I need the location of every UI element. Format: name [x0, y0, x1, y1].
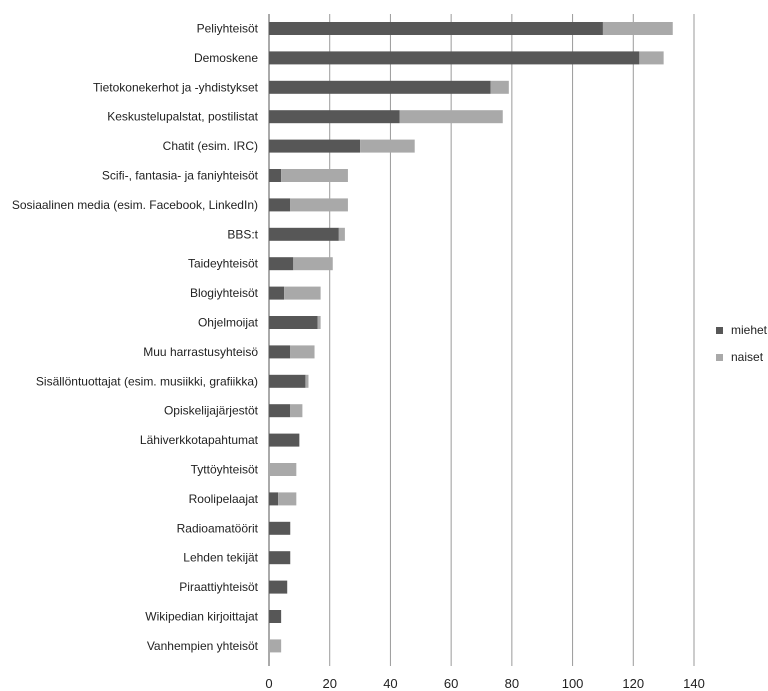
bar-segment-miehet [269, 110, 400, 124]
bar-segment-miehet [269, 51, 640, 65]
bar-segment-naiset [602, 22, 673, 35]
category-label: Peliyhteisöt [197, 22, 259, 36]
category-label: Lähiverkkotapahtumat [140, 433, 259, 447]
bar-segment-naiset [281, 169, 348, 182]
x-tick-label: 80 [505, 676, 519, 691]
legend-label: miehet [731, 323, 768, 337]
bar-segment-miehet [269, 198, 291, 212]
bar-segment-naiset [639, 51, 664, 65]
x-tick-label: 40 [383, 676, 397, 691]
bar-segment-miehet [269, 80, 491, 94]
bar-segment-miehet [269, 22, 603, 35]
x-tick-label: 140 [683, 676, 705, 691]
bar-segment-miehet [269, 521, 291, 535]
bar-segment-miehet [269, 374, 306, 388]
category-label: Ohjelmoijat [198, 316, 259, 330]
category-label: Roolipelaajat [189, 492, 259, 506]
category-label: Sisällöntuottajat (esim. musiikki, grafi… [36, 374, 258, 388]
x-tick-label: 20 [322, 676, 336, 691]
bar-segment-miehet [269, 316, 318, 329]
bar-segment-miehet [269, 580, 288, 594]
category-label: Radioamatöörit [177, 521, 259, 535]
bar-segment-naiset [399, 110, 503, 124]
bar-segment-miehet [269, 286, 285, 300]
bar-segment-miehet [269, 169, 282, 182]
category-label: BBS:t [227, 227, 258, 241]
category-label: Blogiyhteisöt [190, 286, 259, 300]
category-label: Sosiaalinen media (esim. Facebook, Linke… [12, 198, 258, 212]
category-label: Tyttöyhteisöt [191, 463, 259, 477]
bars [269, 22, 673, 653]
x-tick-label: 100 [562, 676, 584, 691]
category-label: Keskustelupalstat, postilistat [107, 110, 258, 124]
bar-segment-naiset [269, 463, 297, 476]
bar-segment-naiset [490, 80, 509, 94]
bar-segment-miehet [269, 345, 291, 359]
legend-swatch-miehet [716, 327, 723, 334]
category-label: Opiskelijajärjestöt [164, 404, 259, 418]
x-tick-labels: 0 20 40 60 80 100 120 140 [265, 676, 704, 691]
bar-segment-miehet [269, 610, 282, 623]
category-label: Taideyhteisöt [188, 257, 259, 271]
category-label: Vanhempien yhteisöt [147, 639, 259, 653]
category-label: Wikipedian kirjoittajat [145, 610, 258, 624]
category-label: Chatit (esim. IRC) [163, 139, 258, 153]
legend: miehet naiset [716, 323, 768, 364]
category-labels: Peliyhteisöt Demoskene Tietokonekerhot ja … [12, 22, 259, 653]
bar-segment-naiset [338, 227, 345, 241]
bar-segment-miehet [269, 551, 291, 565]
category-label: Tietokonekerhot ja -yhdistykset [93, 80, 259, 94]
x-tick-label: 0 [265, 676, 272, 691]
bar-segment-naiset [269, 639, 282, 653]
bar-segment-miehet [269, 492, 279, 506]
legend-swatch-naiset [716, 354, 723, 361]
bar-segment-naiset [290, 345, 315, 359]
x-tick-label: 60 [444, 676, 458, 691]
bar-segment-miehet [269, 227, 339, 241]
bar-segment-naiset [305, 374, 309, 388]
bar-segment-naiset [290, 198, 348, 212]
bar-segment-miehet [269, 257, 294, 271]
bar-segment-miehet [269, 404, 291, 418]
bar-segment-naiset [360, 139, 415, 153]
bar-segment-naiset [284, 286, 321, 300]
category-label: Piraattiyhteisöt [179, 580, 258, 594]
category-label: Lehden tekijät [183, 551, 258, 565]
bar-segment-naiset [317, 316, 321, 329]
bar-segment-naiset [290, 404, 303, 418]
bar-segment-miehet [269, 433, 300, 447]
category-label: Muu harrastusyhteisö [143, 345, 258, 359]
x-tick-label: 120 [622, 676, 644, 691]
bar-segment-naiset [278, 492, 297, 506]
category-label: Scifi-, fantasia- ja faniyhteisöt [102, 169, 259, 183]
bar-segment-naiset [293, 257, 333, 271]
bar-segment-miehet [269, 139, 361, 153]
legend-label: naiset [731, 350, 764, 364]
category-label: Demoskene [194, 51, 258, 65]
